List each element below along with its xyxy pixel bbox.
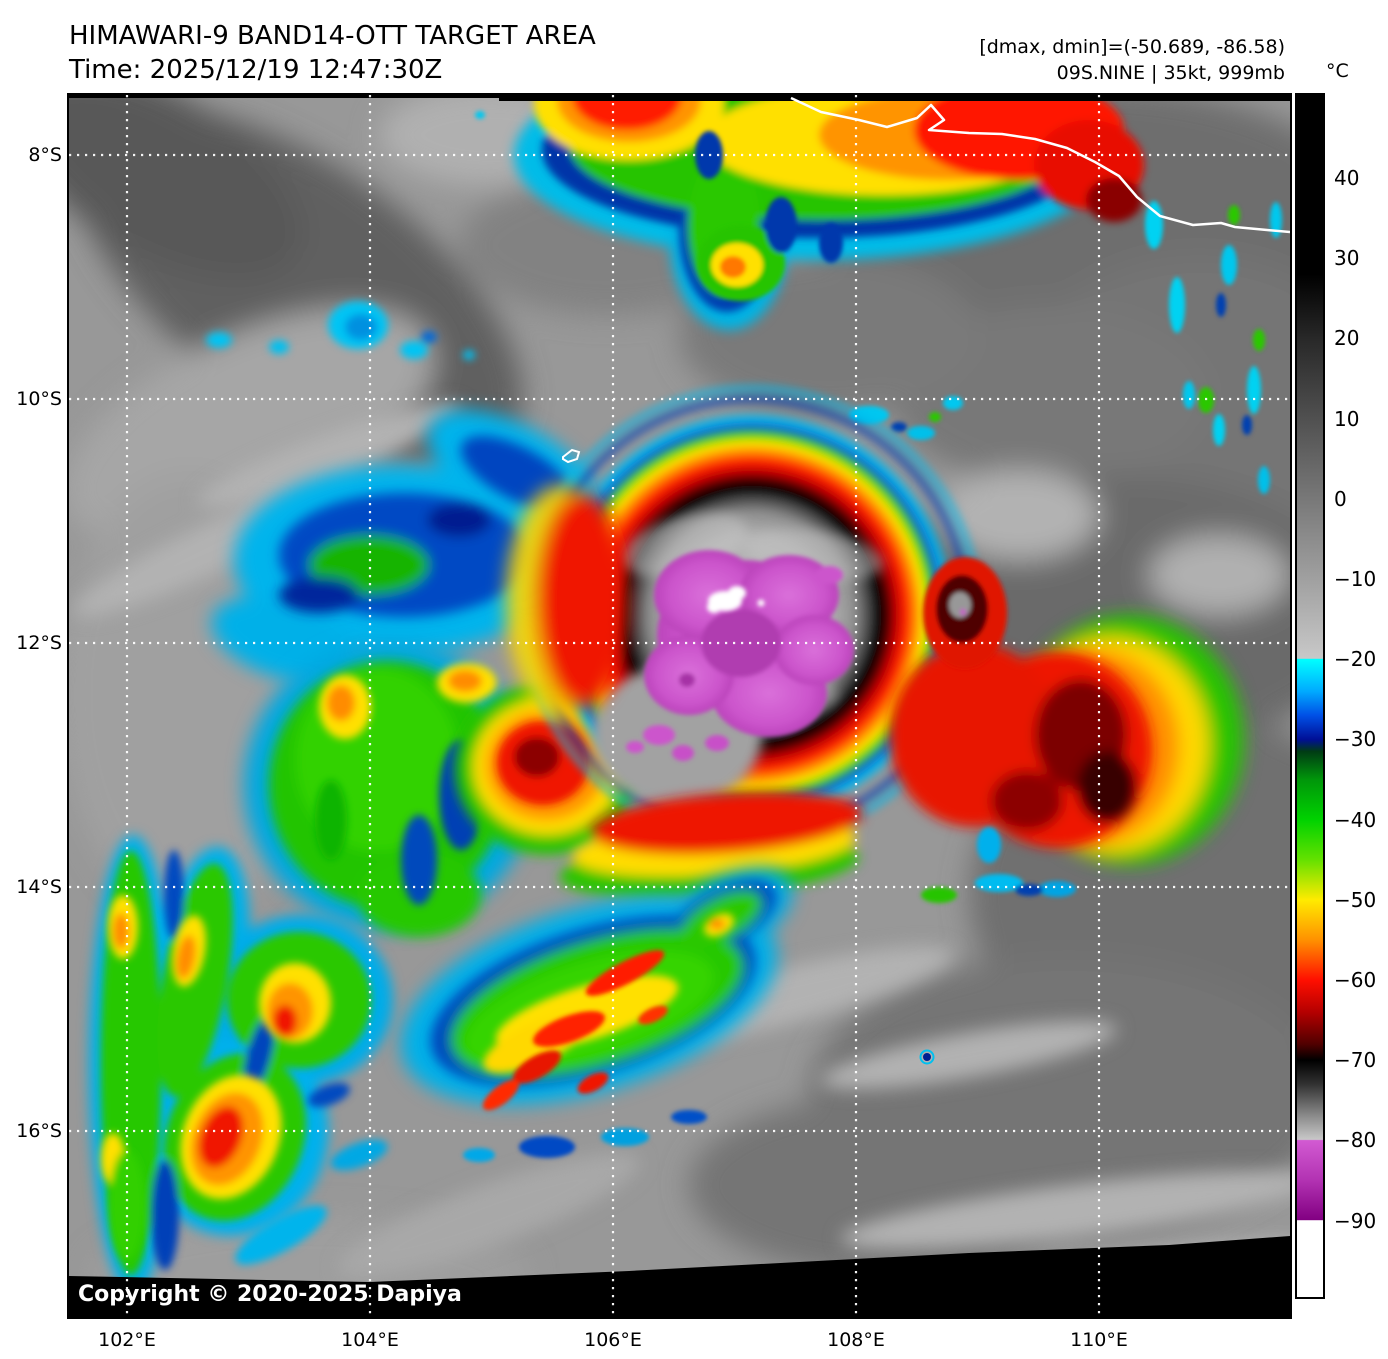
- x-axis-label: 102°E: [98, 1329, 156, 1351]
- colorbar-tick-label: 20: [1334, 326, 1360, 351]
- south-arc-band: [400, 868, 793, 1162]
- north-convective-system: [514, 95, 1144, 330]
- dmax-dmin-value: [dmax, dmin]=(-50.689, -86.58): [979, 36, 1285, 58]
- annotation-block: [dmax, dmin]=(-50.689, -86.58) 09S.NINE …: [785, 34, 1285, 86]
- y-axis-label: 8°S: [28, 144, 62, 166]
- satellite-image: [69, 95, 1290, 1317]
- small-cold-dot: [919, 1049, 935, 1065]
- southwest-bands: [89, 835, 393, 1295]
- scan-edge-wedge: [69, 1236, 1290, 1317]
- cyclone: [506, 384, 1244, 903]
- graticule: [69, 95, 1290, 1317]
- colorbar-tick-label: −60: [1334, 968, 1377, 992]
- west-cyan-patch: [206, 301, 475, 360]
- colorbar-tick-label: −50: [1334, 887, 1377, 912]
- cyclone-magenta-core: [626, 550, 854, 761]
- satellite-map: [67, 93, 1292, 1319]
- x-axis-label: 104°E: [341, 1329, 399, 1351]
- x-axis-label: 108°E: [827, 1329, 885, 1351]
- colorbar-tick-label: −10: [1334, 567, 1377, 591]
- colorbar-tick-label: 10: [1334, 406, 1360, 431]
- x-axis-label: 106°E: [584, 1329, 642, 1351]
- colorbar-tick-label: −90: [1334, 1208, 1377, 1233]
- timestamp: Time: 2025/12/19 12:47:30Z: [69, 55, 443, 85]
- y-axis-label: 10°S: [16, 388, 62, 410]
- colorbar-tick-label: 40: [1334, 166, 1360, 190]
- coastline: [790, 96, 1290, 234]
- copyright-text: Copyright © 2020-2025 Dapiya: [78, 1282, 462, 1307]
- colorbar-unit-label: °C: [1326, 60, 1349, 82]
- colorbar-tick-label: −70: [1334, 1048, 1377, 1073]
- colorbar-tick-label: −30: [1334, 727, 1377, 752]
- colorbar-tick-label: −20: [1334, 647, 1377, 672]
- storm-info: 09S.NINE | 35kt, 999mb: [1056, 62, 1285, 84]
- colorbar-tick-label: 30: [1334, 246, 1360, 271]
- colorbar-tick-label: 0: [1334, 486, 1347, 511]
- x-axis-label: 110°E: [1070, 1329, 1128, 1351]
- y-axis-label: 14°S: [16, 876, 62, 898]
- colorbar-tick-label: −80: [1334, 1128, 1377, 1153]
- y-axis-label: 12°S: [16, 632, 62, 654]
- small-island-outline: [562, 448, 581, 464]
- east-knob: [923, 557, 1007, 669]
- page-title: HIMAWARI-9 BAND14-OTT TARGET AREA: [69, 21, 596, 51]
- y-axis-label: 16°S: [16, 1120, 62, 1142]
- colorbar-tick-label: −40: [1334, 807, 1377, 832]
- colorbar: [1295, 93, 1325, 1299]
- cyclone-coldest-spot: [707, 586, 765, 613]
